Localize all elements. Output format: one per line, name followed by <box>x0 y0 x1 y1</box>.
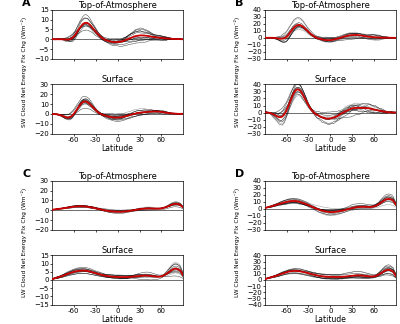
Text: SW Cloud Net Energy Flx Chg (Wm⁻²): SW Cloud Net Energy Flx Chg (Wm⁻²) <box>21 17 27 127</box>
Title: Top-of-Atmosphere: Top-of-Atmosphere <box>291 172 370 180</box>
Text: LW Cloud Net Energy Flx Chg (Wm⁻²): LW Cloud Net Energy Flx Chg (Wm⁻²) <box>234 188 240 297</box>
X-axis label: Latitude: Latitude <box>314 144 346 153</box>
Title: Top-of-Atmosphere: Top-of-Atmosphere <box>78 1 157 10</box>
Title: Surface: Surface <box>102 75 134 84</box>
Text: A: A <box>22 0 31 8</box>
X-axis label: Latitude: Latitude <box>102 144 134 153</box>
X-axis label: Latitude: Latitude <box>314 315 346 324</box>
Title: Surface: Surface <box>314 75 346 84</box>
Text: D: D <box>235 169 244 179</box>
Text: LW Cloud Net Energy Flx Chg (Wm⁻²): LW Cloud Net Energy Flx Chg (Wm⁻²) <box>21 188 27 297</box>
Title: Top-of-Atmosphere: Top-of-Atmosphere <box>291 1 370 10</box>
Text: B: B <box>235 0 243 8</box>
Title: Surface: Surface <box>314 246 346 255</box>
Title: Surface: Surface <box>102 246 134 255</box>
Title: Top-of-Atmosphere: Top-of-Atmosphere <box>78 172 157 180</box>
X-axis label: Latitude: Latitude <box>102 315 134 324</box>
Text: C: C <box>22 169 30 179</box>
Text: SW Cloud Net Energy Flx Chg (Wm⁻²): SW Cloud Net Energy Flx Chg (Wm⁻²) <box>234 17 240 127</box>
